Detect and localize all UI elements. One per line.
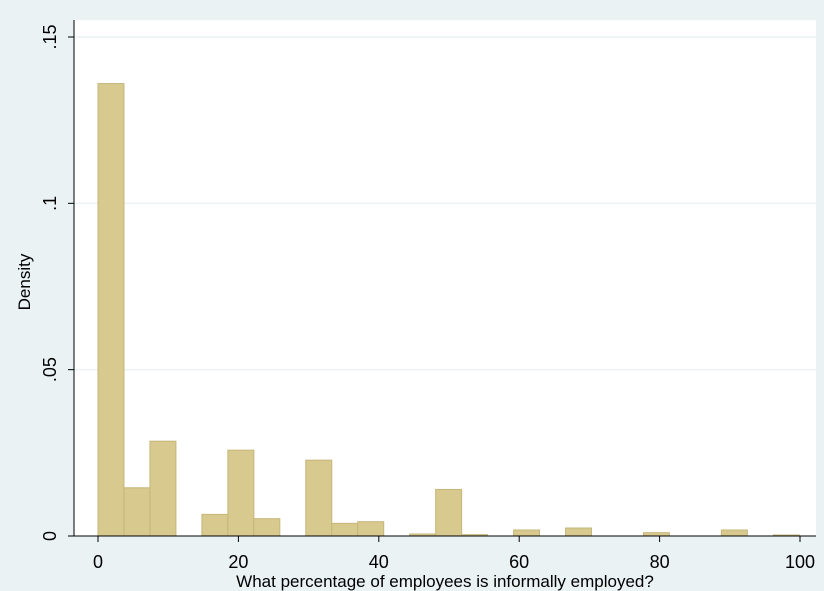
y-tick-label-3: .15 bbox=[40, 24, 60, 49]
histogram-bar-7 bbox=[331, 522, 359, 537]
histogram-bars bbox=[97, 83, 800, 537]
histogram-bar-2 bbox=[149, 440, 177, 537]
x-tick-label-4: 80 bbox=[650, 552, 670, 572]
histogram-bar-0 bbox=[97, 83, 125, 537]
histogram-bar-13 bbox=[565, 527, 593, 537]
histogram-bar-10 bbox=[435, 488, 463, 537]
x-axis-ticks: 0 20 40 60 80 100 bbox=[93, 536, 815, 572]
y-axis-label: Density bbox=[15, 253, 34, 310]
x-tick-label-5: 100 bbox=[785, 552, 815, 572]
x-tick-label-3: 60 bbox=[509, 552, 529, 572]
y-tick-label-1: .05 bbox=[40, 357, 60, 382]
y-tick-label-0: 0 bbox=[40, 531, 60, 541]
histogram-bar-3 bbox=[201, 513, 229, 537]
x-tick-label-0: 0 bbox=[93, 552, 103, 572]
histogram-bar-1 bbox=[123, 487, 151, 537]
histogram-bar-6 bbox=[305, 459, 333, 537]
x-tick-label-2: 40 bbox=[369, 552, 389, 572]
x-tick-label-1: 20 bbox=[228, 552, 248, 572]
histogram-bar-12 bbox=[513, 529, 541, 537]
histogram-bar-8 bbox=[357, 521, 385, 537]
plot-area bbox=[74, 20, 816, 536]
gridlines bbox=[74, 36, 816, 371]
y-axis-ticks: 0 .05 .1 .15 bbox=[40, 24, 74, 541]
y-tick-label-2: .1 bbox=[40, 196, 60, 211]
x-axis-label: What percentage of employees is informal… bbox=[236, 572, 654, 591]
histogram-bar-15 bbox=[720, 529, 748, 537]
histogram-bar-5 bbox=[253, 518, 281, 537]
histogram-bar-4 bbox=[227, 449, 255, 537]
